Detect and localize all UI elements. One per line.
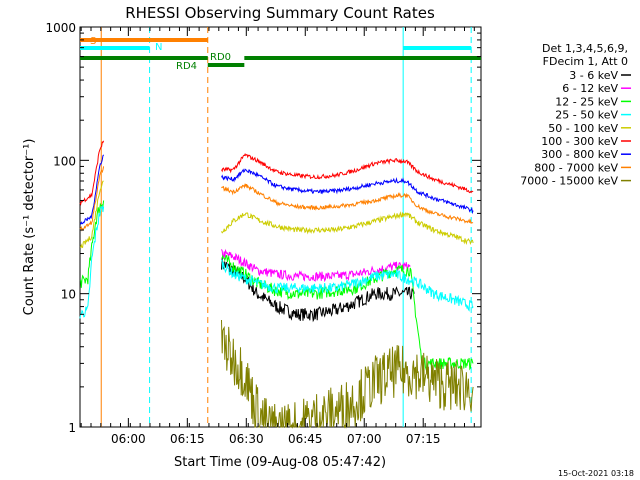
- series-line: [221, 248, 411, 283]
- series-line: [79, 180, 104, 249]
- series-line: [221, 259, 474, 312]
- legend-entry-label: 7000 - 15000 keV: [520, 175, 618, 188]
- y-tick-label: 100: [53, 154, 76, 168]
- x-axis: 06:00 06:15 06:30 06:45 07:00 07:15: [80, 27, 475, 446]
- legend-entry-label: 3 - 6 keV: [569, 69, 618, 82]
- series-line: [79, 204, 105, 319]
- x-tick-label: 06:15: [170, 432, 205, 446]
- series-line: [221, 168, 474, 215]
- legend-entry-label: 12 - 25 keV: [555, 95, 618, 108]
- flag-label-s: S: [90, 36, 96, 47]
- series-line: [79, 200, 105, 288]
- legend-entry-label: 100 - 300 keV: [541, 135, 618, 148]
- legend-header-line-1: Det 1,3,4,5,6,9,: [542, 42, 628, 55]
- series-line: [221, 319, 474, 429]
- flag-label-rd4: RD4: [176, 61, 197, 72]
- x-tick-label: 06:45: [288, 432, 323, 446]
- series-line: [79, 154, 105, 225]
- series-line: [221, 257, 415, 323]
- legend-entry-label: 50 - 100 keV: [548, 122, 618, 135]
- series-line: [79, 166, 105, 232]
- y-axis: 1 10 100 1000: [45, 21, 481, 435]
- x-axis-label: Start Time (09-Aug-08 05:47:42): [174, 455, 386, 470]
- series-line: [221, 152, 474, 194]
- x-tick-label: 06:00: [111, 432, 146, 446]
- series-line: [79, 140, 105, 206]
- series-line: [221, 183, 474, 225]
- legend-entry-label: 800 - 7000 keV: [534, 161, 618, 174]
- legend: Det 1,3,4,5,6,9, FDecim 1, Att 0 3 - 6 k…: [520, 42, 631, 188]
- x-tick-label: 07:00: [347, 432, 382, 446]
- footer-timestamp: 15-Oct-2021 03:18: [558, 469, 634, 478]
- legend-entry-label: 25 - 50 keV: [555, 109, 618, 122]
- observing-flags: S N RD4 RD0: [80, 36, 481, 72]
- flag-label-rd0: RD0: [210, 52, 231, 63]
- legend-header-line-2: FDecim 1, Att 0: [543, 55, 628, 68]
- chart-title: RHESSI Observing Summary Count Rates: [125, 4, 435, 22]
- legend-entry-label: 6 - 12 keV: [562, 82, 618, 95]
- x-tick-label: 07:15: [406, 432, 441, 446]
- y-tick-label: 10: [61, 288, 76, 302]
- flag-label-n: N: [155, 42, 162, 53]
- series-layer: [79, 140, 474, 429]
- y-axis-label: Count Rate (s⁻¹ detector⁻¹): [22, 139, 37, 316]
- series-line: [221, 254, 474, 372]
- legend-entry-label: 300 - 800 keV: [541, 148, 618, 161]
- y-tick-label: 1000: [45, 21, 76, 35]
- y-tick-label: 1: [68, 421, 76, 435]
- series-line: [221, 211, 474, 246]
- x-tick-label: 06:30: [229, 432, 264, 446]
